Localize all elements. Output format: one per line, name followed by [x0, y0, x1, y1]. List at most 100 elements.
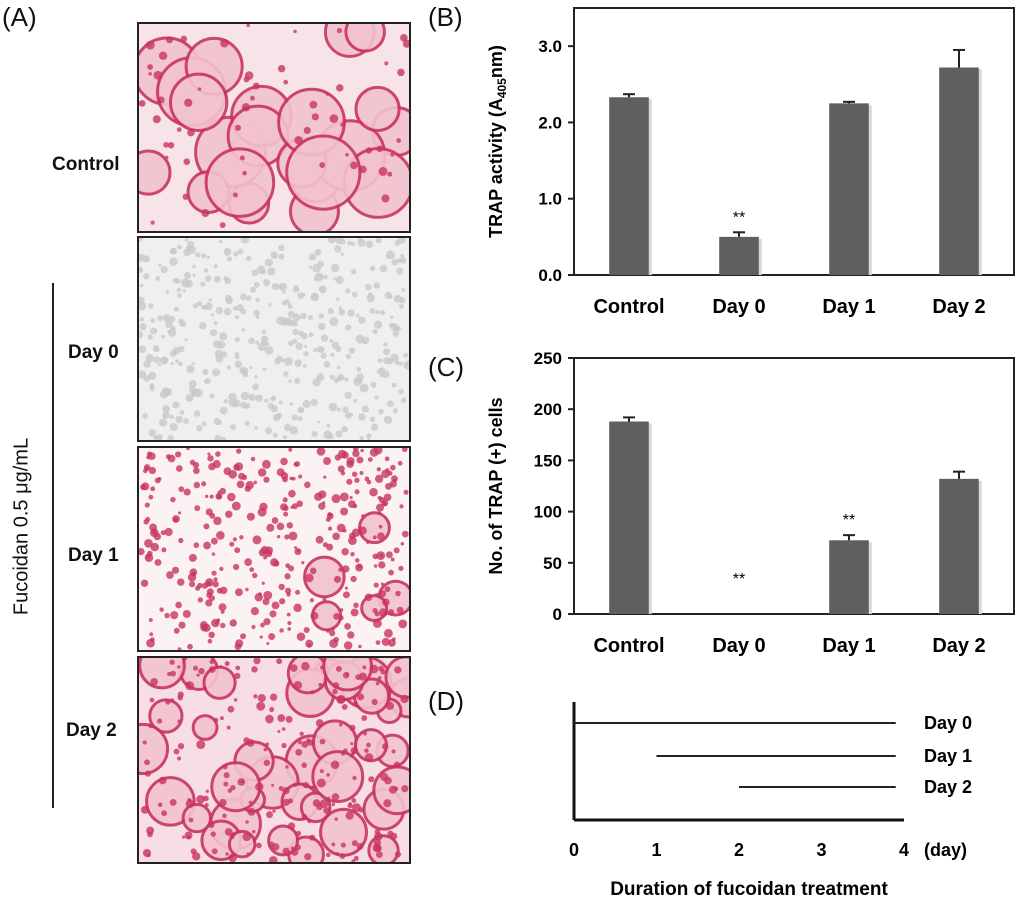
cell-dot: [233, 251, 239, 257]
cell-dot: [295, 342, 303, 351]
cell-dot: [148, 303, 154, 309]
cell-dot: [301, 332, 308, 340]
cell-dot: [398, 361, 403, 366]
cell-dot: [317, 272, 324, 279]
cell-dot: [349, 412, 354, 417]
cell-dot: [290, 505, 294, 509]
cell-dot: [308, 265, 313, 269]
cell-dot: [330, 760, 340, 770]
cell-dot: [399, 257, 407, 264]
cell-dot: [250, 607, 259, 616]
cell-dot: [366, 433, 372, 439]
cell-dot: [225, 510, 233, 519]
cell-dot: [379, 309, 386, 316]
cell-dot: [269, 693, 278, 701]
cell-dot: [162, 414, 167, 419]
cell-dot: [209, 659, 215, 665]
cell-dot: [232, 537, 237, 542]
cell-dot: [358, 413, 366, 421]
cell-dot: [319, 738, 326, 745]
cell-dot: [155, 348, 160, 352]
cell-dot: [394, 666, 402, 674]
cell-dot: [234, 360, 242, 368]
cell-dot: [282, 435, 287, 440]
cell-dot: [252, 82, 260, 90]
cell-dot: [177, 694, 184, 701]
cell-dot: [329, 114, 339, 123]
cell-dot: [379, 553, 384, 558]
cell-dot: [224, 828, 233, 836]
cell-dot: [223, 772, 230, 779]
cell-dot: [310, 611, 319, 620]
cell-dot: [158, 418, 168, 427]
cell-dot: [374, 395, 379, 400]
cell-dot: [297, 740, 303, 745]
cell-dot: [208, 821, 215, 828]
cell-dot: [283, 511, 289, 517]
cell-dot: [193, 542, 200, 548]
cell-dot: [192, 665, 199, 671]
cell-dot: [215, 451, 221, 457]
cell-dot: [191, 571, 197, 577]
cell-dot: [139, 345, 147, 354]
cell-dot: [320, 286, 325, 291]
cell-dot: [203, 541, 211, 550]
cell-dot: [227, 492, 236, 502]
cell-dot: [298, 474, 303, 479]
cell-dot: [384, 586, 391, 593]
cell-dot: [254, 593, 263, 602]
cell-dot: [285, 765, 289, 769]
cell-dot: [320, 665, 325, 670]
cell-dot: [229, 541, 235, 547]
cell-dot: [376, 503, 384, 512]
cell-dot: [245, 295, 252, 301]
cell-dot: [251, 572, 258, 579]
bar: [829, 540, 869, 614]
cell-dot: [307, 315, 313, 321]
cell-dot: [158, 51, 168, 60]
cell-dot: [376, 851, 383, 859]
cell-dot: [338, 306, 342, 310]
cell-dot: [219, 586, 228, 595]
cell-dot: [400, 397, 407, 404]
cell-dot: [335, 430, 343, 438]
cell-dot: [374, 474, 384, 483]
cell-dot: [270, 251, 278, 259]
cell-dot: [299, 731, 304, 736]
cell-dot: [289, 476, 293, 481]
cell-dot: [240, 401, 248, 409]
cell-dot: [268, 303, 272, 307]
cell-dot: [363, 340, 367, 345]
cell-dot: [331, 341, 340, 349]
cell-dot: [398, 619, 408, 629]
cell-dot: [370, 382, 377, 388]
cell-dot: [224, 277, 232, 285]
cell-dot: [216, 494, 222, 500]
cell-dot: [332, 682, 340, 689]
cell-dot: [207, 452, 211, 456]
cell-dot: [220, 38, 229, 48]
cell-dot: [177, 361, 183, 367]
cell-dot: [186, 448, 190, 451]
cell-dot: [402, 39, 409, 48]
cell-dot: [211, 618, 220, 628]
cell-dot: [396, 267, 404, 275]
cell-dot: [170, 496, 176, 503]
cell-dot: [389, 315, 394, 320]
cell-dot: [276, 535, 281, 539]
cell-dot: [331, 802, 335, 807]
cell-dot: [239, 535, 244, 540]
cell-dot: [364, 748, 369, 753]
cell-dot: [327, 796, 331, 800]
cell-dot: [232, 192, 238, 198]
cell-dot: [356, 373, 364, 381]
cell-dot: [383, 417, 388, 421]
cell-dot: [153, 435, 159, 440]
cell-dot: [311, 113, 319, 121]
cell-dot: [304, 481, 311, 489]
cell-dot: [332, 277, 336, 281]
chart-c: 0 50 100 150 200 250 No. of TRAP (+) cells Cont…: [486, 349, 1015, 657]
cell-dot: [182, 193, 189, 200]
cell-dot: [282, 798, 290, 806]
cell-dot: [209, 393, 215, 399]
